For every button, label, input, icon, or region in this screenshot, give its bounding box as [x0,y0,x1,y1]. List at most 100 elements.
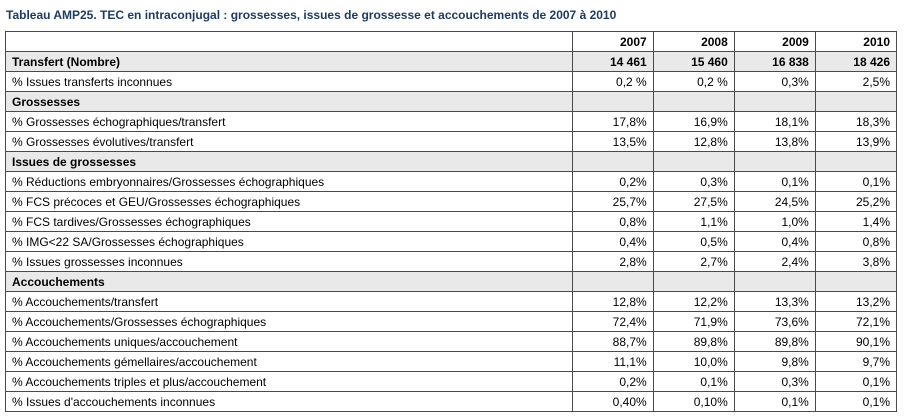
cell-2009: 0,3% [733,71,816,92]
row-label: Transfert (Nombre) [5,51,573,72]
cell-2009: 13,3% [733,291,816,312]
cell-2008: 71,9% [652,311,735,332]
cell-2008 [652,91,735,112]
cell-2007: 0,4% [571,231,654,252]
cell-2009: 16 838 [733,51,816,72]
cell-2010: 25,2% [814,191,898,212]
cell-2009 [733,91,816,112]
cell-2007 [571,151,654,172]
cell-2008: 15 460 [652,51,735,72]
row-label: % Accouchements gémellaires/accouchement [5,351,573,372]
cell-2008: 27,5% [652,191,735,212]
cell-2009 [733,271,816,292]
cell-2010: 1,4% [814,211,898,232]
cell-2010: 2,5% [814,71,898,92]
table-row: % Accouchements triples et plus/accouche… [5,371,898,392]
cell-2007 [571,271,654,292]
cell-2010: 0,1% [814,371,898,392]
cell-2010 [814,271,898,292]
cell-2008: 2,7% [652,251,735,272]
cell-2010 [814,91,898,112]
cell-2008: 0,10% [652,391,735,412]
table-row: % Réductions embryonnaires/Grossesses éc… [5,171,898,192]
table-row: % Issues d'accouchements inconnues 0,40% 0… [5,391,898,412]
cell-2008 [652,151,735,172]
section-label: Issues de grossesses [5,151,573,172]
cell-2010: 0,1% [814,171,898,192]
cell-2009: 0,1% [733,171,816,192]
row-label: % Accouchements uniques/accouchement [5,331,573,352]
header-year-2007: 2007 [571,31,654,52]
row-label: % Grossesses échographiques/transfert [5,111,573,132]
cell-2009 [733,151,816,172]
table-row: % Issues transferts inconnues 0,2 % 0,2 % 0… [5,71,898,92]
cell-2010: 13,9% [814,131,898,152]
cell-2007: 14 461 [571,51,654,72]
cell-2007: 88,7% [571,331,654,352]
cell-2010: 18,3% [814,111,898,132]
header-label-cell [5,31,573,52]
row-label: % FCS tardives/Grossesses échographiques [5,211,573,232]
cell-2008: 0,2 % [652,71,735,92]
cell-2009: 1,0% [733,211,816,232]
cell-2007: 25,7% [571,191,654,212]
cell-2010: 18 426 [814,51,898,72]
cell-2009: 89,8% [733,331,816,352]
cell-2009: 0,1% [733,391,816,412]
cell-2008: 12,2% [652,291,735,312]
table-row: % Issues grossesses inconnues 2,8% 2,7% 2,4… [5,251,898,272]
header-year-2008: 2008 [652,31,735,52]
row-label: % Issues grossesses inconnues [5,251,573,272]
cell-2007: 17,8% [571,111,654,132]
cell-2007: 0,40% [571,391,654,412]
header-year-2009: 2009 [733,31,816,52]
table-caption: Tableau AMP25. TEC en intraconjugal : gr… [6,8,617,22]
cell-2009: 0,3% [733,371,816,392]
cell-2010 [814,151,898,172]
cell-2009: 0,4% [733,231,816,252]
header-row: 2007 2008 2009 2010 [5,31,898,52]
cell-2010: 9,7% [814,351,898,372]
cell-2007 [571,91,654,112]
section-row: Grossesses [5,91,898,112]
cell-2007: 11,1% [571,351,654,372]
cell-2009: 18,1% [733,111,816,132]
table-row: % Accouchements gémellaires/accouchement… [5,351,898,372]
cell-2007: 13,5% [571,131,654,152]
section-row: Issues de grossesses [5,151,898,172]
cell-2008: 0,5% [652,231,735,252]
table-row: Transfert (Nombre) 14 461 15 460 16 838 18 4… [5,51,898,72]
cell-2009: 2,4% [733,251,816,272]
cell-2010: 0,1% [814,391,898,412]
cell-2010: 13,2% [814,291,898,312]
section-label: Accouchements [5,271,573,292]
row-label: % Accouchements/transfert [5,291,573,312]
cell-2007: 0,2 % [571,71,654,92]
header-year-2010: 2010 [814,31,898,52]
table-row: % FCS tardives/Grossesses échographiques… [5,211,898,232]
cell-2008 [652,271,735,292]
cell-2008: 89,8% [652,331,735,352]
row-label: % Issues transferts inconnues [5,71,573,92]
cell-2008: 16,9% [652,111,735,132]
cell-2010: 72,1% [814,311,898,332]
table-body: Transfert (Nombre) 14 461 15 460 16 838 18 4… [5,51,898,412]
cell-2007: 0,2% [571,371,654,392]
table-row: % Accouchements/Grossesses échographique… [5,311,898,332]
row-label: % Grossesses évolutives/transfert [5,131,573,152]
table-row: % Grossesses échographiques/transfert 17,… [5,111,898,132]
cell-2008: 10,0% [652,351,735,372]
cell-2008: 12,8% [652,131,735,152]
cell-2007: 12,8% [571,291,654,312]
cell-2010: 3,8% [814,251,898,272]
cell-2009: 24,5% [733,191,816,212]
section-label: Grossesses [5,91,573,112]
table-row: % Grossesses évolutives/transfert 13,5% 12… [5,131,898,152]
row-label: % Issues d'accouchements inconnues [5,391,573,412]
section-row: Accouchements [5,271,898,292]
table-row: % Accouchements/transfert 12,8% 12,2% 13,3%… [5,291,898,312]
cell-2007: 72,4% [571,311,654,332]
cell-2008: 0,3% [652,171,735,192]
cell-2007: 0,2% [571,171,654,192]
cell-2010: 0,8% [814,231,898,252]
